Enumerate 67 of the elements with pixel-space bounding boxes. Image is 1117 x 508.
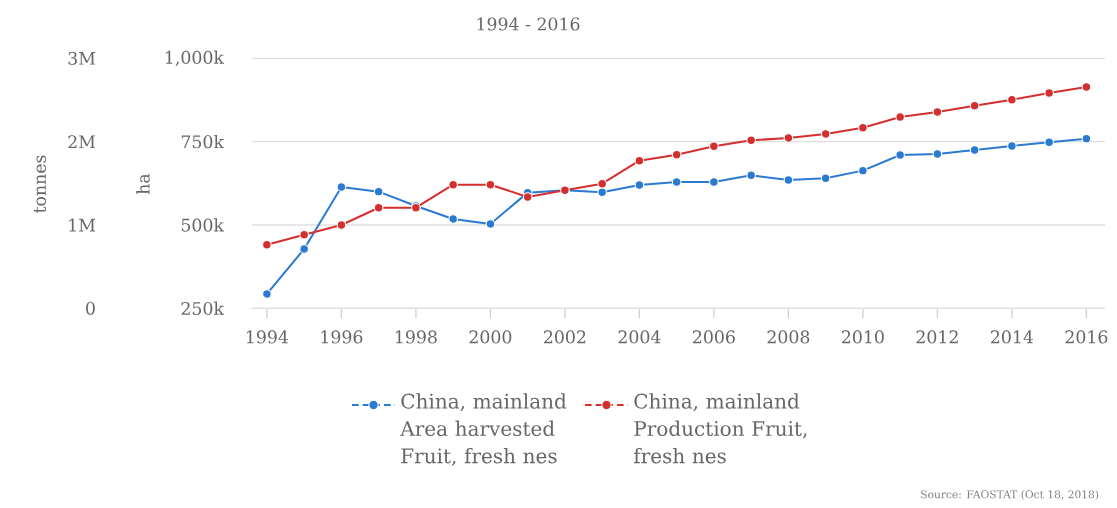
point	[485, 219, 496, 229]
point	[820, 173, 831, 184]
point	[373, 202, 384, 213]
point	[299, 244, 309, 254]
x-tick-label: 2000	[469, 330, 512, 344]
point	[634, 155, 645, 166]
point	[448, 179, 458, 190]
point	[597, 187, 607, 198]
point	[1044, 88, 1054, 98]
point	[299, 229, 309, 240]
point	[522, 192, 533, 202]
point	[709, 141, 719, 152]
y-tick-label: 0	[86, 301, 95, 315]
point	[336, 182, 347, 192]
x-tick-label: 2016	[1065, 330, 1108, 344]
point	[597, 178, 607, 189]
point	[1044, 137, 1054, 148]
chart-title: 1994 - 2016	[477, 17, 580, 31]
point	[858, 165, 868, 176]
x-tick-label: 1996	[321, 330, 363, 344]
x-tick-label: 2014	[991, 330, 1034, 344]
point	[783, 175, 794, 185]
point	[932, 149, 943, 159]
point	[1081, 133, 1092, 144]
legend-label: China, mainland Production Fruit, fresh nes	[634, 393, 807, 464]
legend-label: China, mainland Area harvested Fruit, fresh nes	[400, 393, 567, 466]
point	[485, 179, 496, 190]
point	[262, 289, 272, 299]
point	[634, 180, 645, 190]
point	[373, 186, 384, 197]
x-tick-label: 2004	[618, 330, 661, 344]
point	[746, 135, 756, 146]
point	[671, 149, 682, 160]
x-tick-label: 2002	[544, 330, 586, 344]
x-tick-label: 2008	[767, 330, 810, 344]
point	[932, 107, 943, 117]
y-axis-title: tonnes	[33, 155, 47, 213]
y-tick-label: 2M	[68, 135, 96, 149]
y-tick-label: 1M	[69, 218, 96, 232]
y-tick-label: 3M	[68, 51, 96, 65]
y2-axis-title: ha	[136, 173, 150, 195]
point	[1081, 82, 1092, 92]
point	[969, 100, 980, 111]
point	[858, 122, 868, 133]
point	[1007, 141, 1017, 151]
point	[783, 133, 794, 143]
y2-tick-label: 750k	[181, 134, 225, 149]
x-tick-label: 2012	[916, 330, 958, 344]
y2-tick-label: 500k	[181, 218, 225, 232]
point	[969, 145, 980, 155]
point	[895, 150, 905, 160]
point	[820, 129, 831, 139]
point	[1007, 94, 1017, 105]
x-tick-label: 2006	[693, 330, 735, 344]
x-tick-label: 1994	[246, 330, 289, 344]
point	[671, 177, 682, 187]
source-note: Source: FAOSTAT (Oct 18, 2018)	[921, 490, 1099, 500]
y2-tick-label: 250k	[181, 301, 225, 316]
point	[709, 177, 719, 187]
point	[448, 214, 458, 224]
point	[746, 170, 756, 181]
x-tick-label: 1998	[395, 330, 437, 344]
point	[262, 239, 272, 250]
point	[895, 112, 905, 122]
point	[336, 220, 347, 230]
x-tick-label: 2010	[842, 330, 884, 344]
y2-tick-label: 1,000k	[165, 50, 225, 67]
